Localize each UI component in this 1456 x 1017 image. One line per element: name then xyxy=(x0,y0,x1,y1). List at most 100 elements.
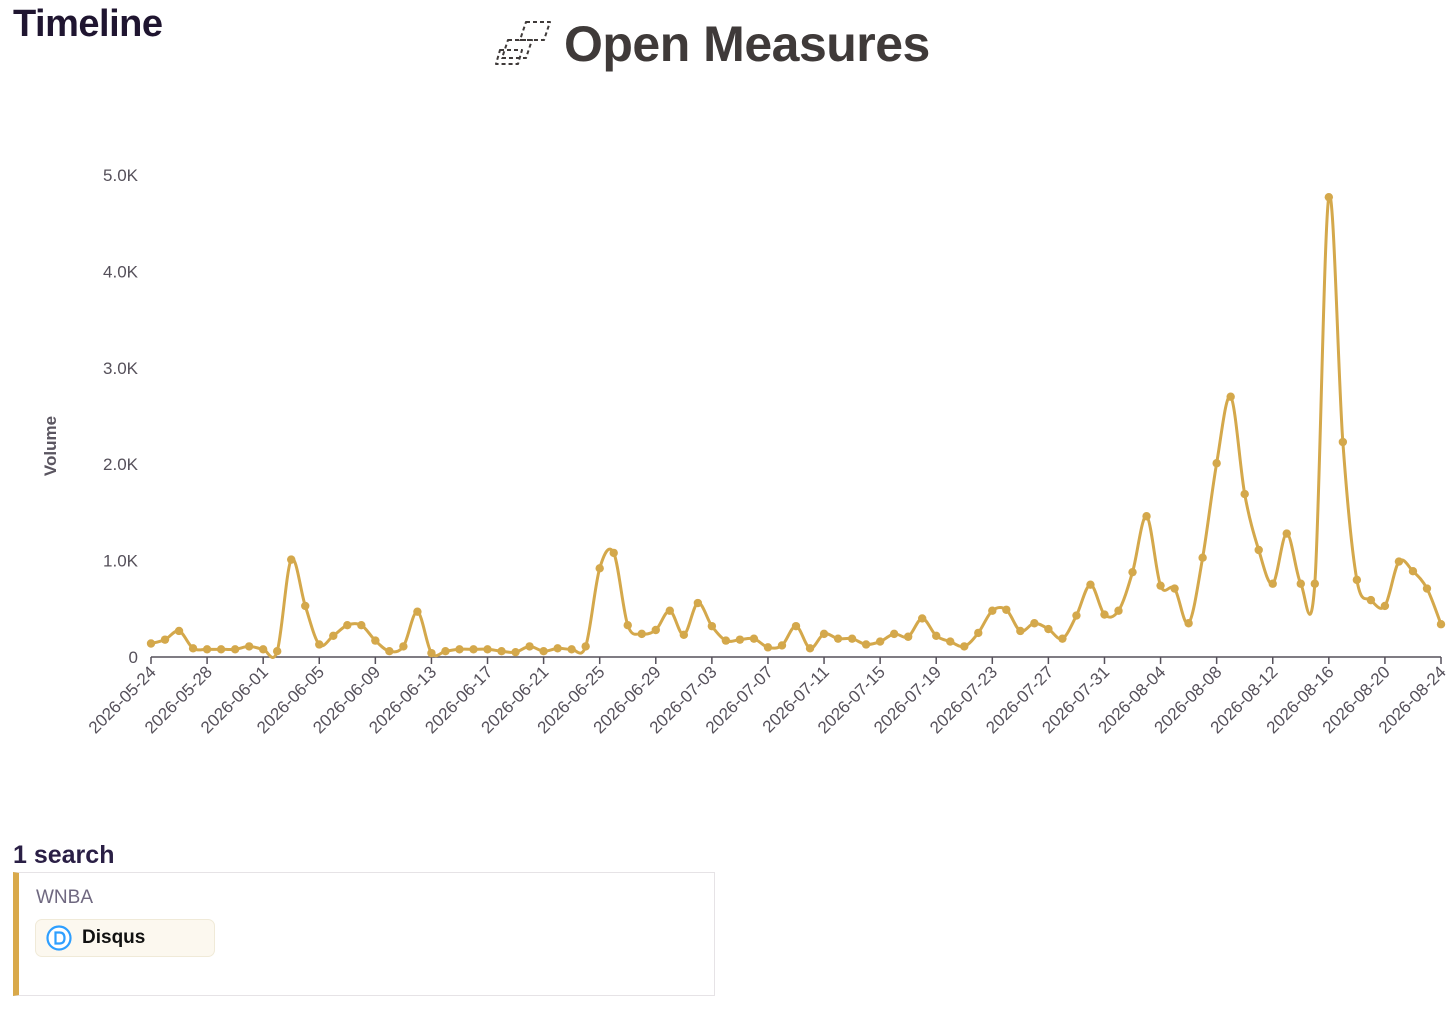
data-point[interactable] xyxy=(329,631,338,640)
data-point[interactable] xyxy=(258,645,268,654)
data-point[interactable] xyxy=(371,636,380,645)
data-point[interactable] xyxy=(287,555,296,564)
data-point[interactable] xyxy=(847,634,857,643)
data-point[interactable] xyxy=(1100,610,1109,619)
data-point[interactable] xyxy=(1086,580,1095,589)
data-point[interactable] xyxy=(1240,489,1249,499)
data-point[interactable] xyxy=(1366,595,1376,605)
data-point[interactable] xyxy=(974,628,983,638)
search-card[interactable]: WNBA Disqus xyxy=(13,872,715,996)
data-point[interactable] xyxy=(960,642,969,651)
data-point[interactable] xyxy=(1310,579,1320,588)
data-point[interactable] xyxy=(455,645,464,654)
data-point[interactable] xyxy=(693,598,703,608)
data-point[interactable] xyxy=(1394,557,1404,566)
data-point[interactable] xyxy=(889,629,899,639)
data-point[interactable] xyxy=(903,632,913,641)
data-point[interactable] xyxy=(413,607,422,616)
data-point[interactable] xyxy=(581,642,590,651)
data-point[interactable] xyxy=(160,635,170,644)
data-point[interactable] xyxy=(805,644,815,653)
data-point[interactable] xyxy=(497,647,506,656)
data-point[interactable] xyxy=(1030,619,1039,628)
data-point[interactable] xyxy=(1114,606,1123,615)
data-point[interactable] xyxy=(1016,626,1025,636)
data-point[interactable] xyxy=(511,647,520,657)
data-point[interactable] xyxy=(665,606,675,615)
data-point[interactable] xyxy=(763,643,773,652)
search-term: WNBA xyxy=(36,887,93,908)
data-point[interactable] xyxy=(1324,192,1334,202)
source-chip[interactable]: Disqus xyxy=(35,919,215,957)
data-point[interactable] xyxy=(1380,601,1390,611)
data-point[interactable] xyxy=(1408,567,1418,576)
data-point[interactable] xyxy=(1184,619,1193,628)
data-point[interactable] xyxy=(230,645,240,654)
data-point[interactable] xyxy=(777,641,787,650)
data-point[interactable] xyxy=(553,644,562,653)
data-point[interactable] xyxy=(637,629,646,639)
data-point[interactable] xyxy=(861,640,871,649)
data-point[interactable] xyxy=(749,634,759,643)
data-point[interactable] xyxy=(469,645,478,654)
data-point[interactable] xyxy=(875,637,885,646)
series-line xyxy=(149,193,1443,659)
data-point[interactable] xyxy=(721,636,731,645)
data-point[interactable] xyxy=(1436,620,1446,629)
data-point[interactable] xyxy=(1226,392,1235,401)
data-point[interactable] xyxy=(609,548,618,558)
data-point[interactable] xyxy=(1044,624,1053,634)
data-point[interactable] xyxy=(525,642,534,651)
data-point[interactable] xyxy=(399,642,408,651)
brand-logo: Open Measures xyxy=(492,14,930,74)
data-point[interactable] xyxy=(567,645,576,654)
data-point[interactable] xyxy=(1142,512,1151,521)
data-point[interactable] xyxy=(1058,634,1067,643)
data-point[interactable] xyxy=(623,620,632,630)
data-point[interactable] xyxy=(427,648,436,658)
data-point[interactable] xyxy=(301,601,310,611)
data-point[interactable] xyxy=(819,629,829,639)
data-point[interactable] xyxy=(735,635,745,644)
data-point[interactable] xyxy=(1002,605,1011,614)
data-point[interactable] xyxy=(188,644,198,653)
data-point[interactable] xyxy=(357,620,366,630)
data-point[interactable] xyxy=(483,645,492,654)
data-point[interactable] xyxy=(1212,459,1221,468)
data-point[interactable] xyxy=(917,614,927,623)
data-point[interactable] xyxy=(932,631,941,640)
data-point[interactable] xyxy=(1338,437,1348,447)
data-point[interactable] xyxy=(988,606,997,615)
data-point[interactable] xyxy=(946,637,955,646)
data-point[interactable] xyxy=(595,564,604,573)
data-point[interactable] xyxy=(1282,529,1291,538)
data-point[interactable] xyxy=(315,640,324,649)
timeline-chart: 0 1.0K 2.0K 3.0K 4.0K 5.0K Volume 2026-05-242… xyxy=(41,166,1450,737)
data-point[interactable] xyxy=(1128,567,1137,577)
data-point[interactable] xyxy=(1254,545,1263,555)
data-point[interactable] xyxy=(216,645,226,654)
data-point[interactable] xyxy=(1296,579,1305,588)
data-point[interactable] xyxy=(651,625,660,635)
data-point[interactable] xyxy=(833,634,843,643)
data-point[interactable] xyxy=(385,647,394,656)
data-point[interactable] xyxy=(679,630,689,640)
data-point[interactable] xyxy=(146,639,156,648)
data-point[interactable] xyxy=(441,647,450,656)
data-point[interactable] xyxy=(244,642,254,651)
y-tick-label: 2.0K xyxy=(103,455,139,474)
data-point[interactable] xyxy=(1198,553,1207,562)
data-point[interactable] xyxy=(707,621,717,631)
data-point[interactable] xyxy=(1352,575,1362,585)
data-point[interactable] xyxy=(1170,584,1179,593)
data-point[interactable] xyxy=(791,621,801,631)
data-point[interactable] xyxy=(343,620,352,630)
data-point[interactable] xyxy=(272,647,282,656)
data-point[interactable] xyxy=(202,645,212,654)
data-point[interactable] xyxy=(174,626,184,636)
data-point[interactable] xyxy=(539,647,548,656)
data-point[interactable] xyxy=(1422,584,1432,593)
data-point[interactable] xyxy=(1268,579,1277,588)
data-point[interactable] xyxy=(1156,581,1165,590)
data-point[interactable] xyxy=(1072,611,1081,620)
